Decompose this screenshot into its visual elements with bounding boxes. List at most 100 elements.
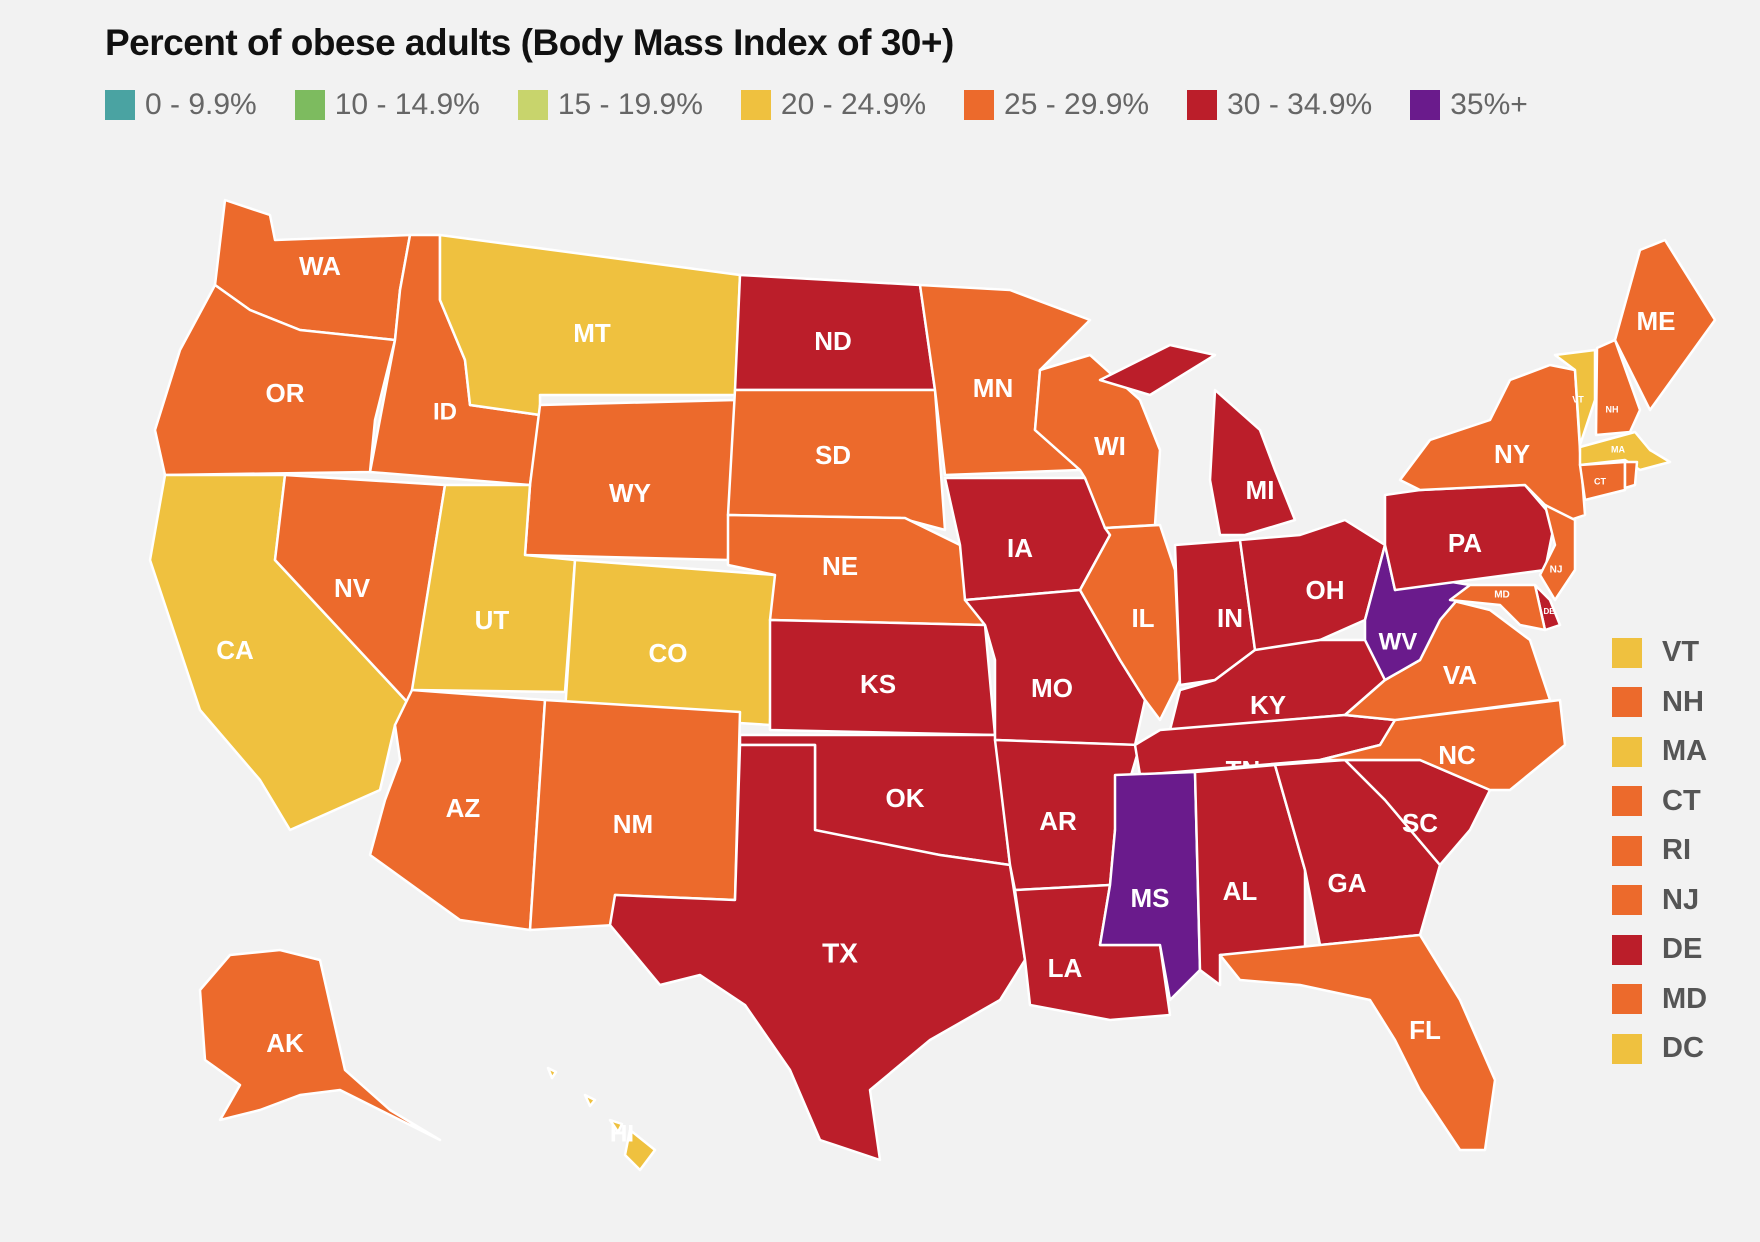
small-state-ri: RI bbox=[1612, 826, 1707, 876]
state-or[interactable]: OR bbox=[153, 283, 397, 477]
small-state-label: RI bbox=[1662, 834, 1691, 867]
small-state-md: MD bbox=[1612, 975, 1707, 1025]
map-title: Percent of obese adults (Body Mass Index… bbox=[105, 22, 954, 63]
legend-label: 35%+ bbox=[1450, 88, 1528, 121]
state-label: NY bbox=[1494, 439, 1530, 469]
state-shape[interactable] bbox=[583, 1093, 597, 1108]
state-ms[interactable]: MS bbox=[1098, 770, 1202, 1002]
state-label: AL bbox=[1223, 876, 1258, 906]
state-shape[interactable] bbox=[623, 1128, 657, 1172]
state-wy[interactable]: WY bbox=[523, 398, 737, 562]
state-label: ND bbox=[814, 326, 852, 356]
state-nc[interactable]: NC bbox=[1318, 698, 1567, 792]
state-shape[interactable] bbox=[1578, 460, 1627, 502]
state-co[interactable]: CO bbox=[563, 558, 777, 727]
state-az[interactable]: AZ bbox=[368, 688, 547, 932]
state-mn[interactable]: MN bbox=[918, 283, 1092, 477]
state-label: NC bbox=[1438, 740, 1476, 770]
state-ny[interactable]: NY bbox=[1398, 363, 1587, 522]
state-pa[interactable]: PA bbox=[1383, 483, 1557, 592]
legend-swatch bbox=[1612, 786, 1642, 817]
state-sd[interactable]: SD bbox=[726, 388, 947, 532]
state-shape[interactable] bbox=[1208, 388, 1297, 537]
state-shape[interactable] bbox=[1218, 933, 1497, 1152]
state-mt[interactable]: MT bbox=[438, 233, 742, 417]
legend-item: 25 - 29.9% bbox=[964, 88, 1149, 122]
state-label: WA bbox=[299, 251, 341, 281]
state-nm[interactable]: NM bbox=[528, 698, 742, 932]
state-in[interactable]: IN bbox=[1173, 538, 1257, 687]
small-state-label: DE bbox=[1662, 933, 1703, 966]
state-nd[interactable]: ND bbox=[733, 273, 937, 392]
state-label: WV bbox=[1379, 628, 1418, 655]
state-fl[interactable]: FL bbox=[1218, 933, 1497, 1152]
state-shape[interactable] bbox=[608, 1118, 624, 1134]
state-shape[interactable] bbox=[1078, 523, 1182, 722]
state-label: ME bbox=[1637, 306, 1676, 336]
state-shape[interactable] bbox=[1538, 503, 1577, 602]
state-shape[interactable] bbox=[153, 283, 397, 477]
state-tx[interactable]: TX bbox=[608, 743, 1027, 1162]
legend-swatch bbox=[1612, 736, 1642, 767]
state-il[interactable]: IL bbox=[1078, 523, 1182, 722]
state-shape[interactable] bbox=[1553, 348, 1597, 447]
legend-swatch bbox=[1612, 984, 1642, 1015]
small-state-label: MA bbox=[1662, 735, 1708, 768]
state-ct[interactable]: CT bbox=[1578, 460, 1627, 502]
state-ri[interactable] bbox=[1623, 460, 1639, 490]
state-shape[interactable] bbox=[726, 388, 947, 532]
state-al[interactable]: AL bbox=[1193, 763, 1307, 987]
legend-label: 0 - 9.9% bbox=[145, 88, 257, 121]
state-shape[interactable] bbox=[1098, 343, 1217, 397]
state-vt[interactable]: VT bbox=[1553, 348, 1597, 447]
legend-item: 35%+ bbox=[1410, 88, 1528, 122]
state-label: SC bbox=[1402, 808, 1438, 838]
legend-label: 15 - 19.9% bbox=[557, 88, 703, 121]
state-shape[interactable] bbox=[1613, 238, 1717, 412]
state-label: DE bbox=[1543, 607, 1555, 616]
state-shape[interactable] bbox=[546, 1066, 558, 1080]
state-shape[interactable] bbox=[1594, 338, 1642, 437]
state-label: ID bbox=[433, 398, 457, 425]
state-label: AZ bbox=[446, 793, 481, 823]
state-mi[interactable]: MI bbox=[1098, 343, 1297, 537]
small-state-label: CT bbox=[1662, 784, 1701, 817]
state-nv[interactable]: NV bbox=[273, 473, 447, 707]
state-label: NV bbox=[334, 573, 371, 603]
state-label: FL bbox=[1409, 1015, 1441, 1045]
state-hi[interactable]: HI bbox=[546, 1066, 657, 1172]
legend-swatch bbox=[1612, 885, 1642, 916]
state-shape[interactable] bbox=[608, 743, 1027, 1162]
state-label: IN bbox=[1217, 603, 1243, 633]
state-nh[interactable]: NH bbox=[1594, 338, 1642, 437]
legend-label: 30 - 34.9% bbox=[1227, 88, 1373, 121]
state-label: OK bbox=[886, 783, 925, 813]
state-oh[interactable]: OH bbox=[1238, 518, 1387, 652]
state-label: VA bbox=[1443, 660, 1477, 690]
state-label: NE bbox=[822, 551, 858, 581]
state-shape[interactable] bbox=[1318, 698, 1567, 792]
state-label: MS bbox=[1131, 883, 1170, 913]
state-label: CT bbox=[1594, 476, 1606, 486]
state-label: MT bbox=[573, 318, 611, 348]
state-ks[interactable]: KS bbox=[768, 618, 997, 737]
state-label: WI bbox=[1094, 431, 1126, 461]
state-md[interactable]: MD bbox=[1448, 583, 1547, 632]
state-label: WY bbox=[609, 478, 651, 508]
state-la[interactable]: LA bbox=[1013, 883, 1172, 1022]
state-ak[interactable]: AK bbox=[198, 948, 442, 1142]
small-state-label: VT bbox=[1662, 636, 1700, 669]
state-me[interactable]: ME bbox=[1613, 238, 1717, 412]
legend-label: 25 - 29.9% bbox=[1004, 88, 1150, 121]
state-shape[interactable] bbox=[1448, 583, 1547, 632]
small-states-legend: VT NH MA CT RI NJ DE MD DC bbox=[1612, 628, 1707, 1074]
legend-swatch bbox=[1410, 90, 1441, 120]
state-shape[interactable] bbox=[198, 948, 442, 1142]
state-shape[interactable] bbox=[1623, 460, 1639, 490]
small-state-label: DC bbox=[1662, 1032, 1704, 1065]
state-label: OH bbox=[1306, 575, 1345, 605]
state-shape[interactable] bbox=[523, 398, 737, 562]
state-nj[interactable]: NJ bbox=[1538, 503, 1577, 602]
state-label: AR bbox=[1039, 806, 1077, 836]
legend-label: 10 - 14.9% bbox=[334, 88, 480, 121]
